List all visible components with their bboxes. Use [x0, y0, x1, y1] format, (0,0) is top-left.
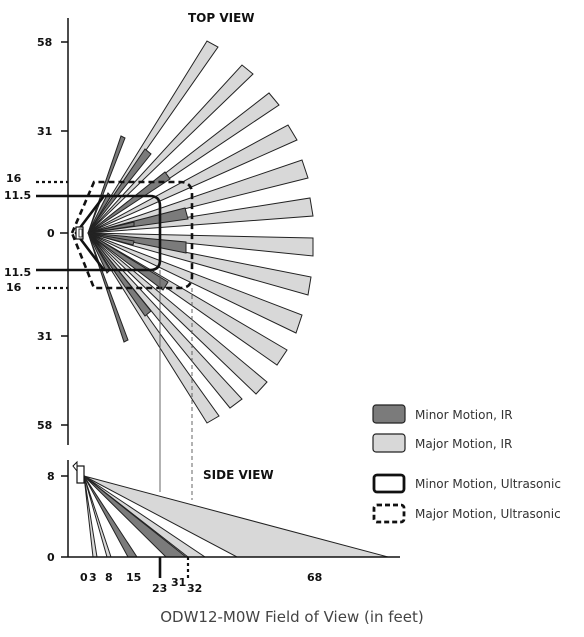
caption: ODW12-M0W Field of View (in feet) — [160, 608, 424, 626]
top-view: TOP VIEW — [4, 11, 314, 445]
side-x-tick-label: 68 — [307, 571, 322, 584]
y-tick-label: 11.5 — [4, 189, 31, 202]
side-x-tick-label: 3 — [89, 571, 97, 584]
side-x-tick-label: 8 — [105, 571, 113, 584]
major-ir-beam — [87, 64, 254, 234]
legend: Minor Motion, IR Major Motion, IR Minor … — [372, 404, 561, 524]
minor-ir-beam — [87, 135, 126, 234]
y-tick-label: 16 — [6, 281, 22, 294]
sensor-lens-icon — [78, 228, 83, 238]
minor-ir-beam — [87, 171, 171, 234]
y-tick-label: 0 — [47, 227, 55, 240]
side-y-tick-label: 0 — [47, 551, 55, 564]
top-view-title: TOP VIEW — [188, 11, 255, 25]
side-x-tick-label: 32 — [187, 582, 202, 595]
minor-ir-beam — [87, 192, 112, 234]
minor-ir-beam — [87, 148, 152, 234]
major-ultrasonic-outline — [70, 180, 194, 290]
legend-swatch-major-ir — [372, 433, 406, 453]
side-y-tick-label: 8 — [47, 470, 55, 483]
major-ir-beams — [87, 40, 314, 424]
major-ir-beam — [87, 124, 298, 234]
legend-label: Minor Motion, IR — [415, 408, 513, 422]
side-sensor-bracket-icon — [72, 460, 78, 473]
y-tick-label: 31 — [37, 330, 52, 343]
side-x-tick-label: 0 — [80, 571, 88, 584]
legend-label: Major Motion, IR — [415, 437, 512, 451]
minor-ultrasonic-outline — [74, 194, 162, 272]
y-tick-label: 58 — [37, 419, 52, 432]
major-ir-beam — [87, 232, 243, 409]
major-ir-beam — [87, 232, 312, 296]
side-view-title: SIDE VIEW — [203, 468, 274, 482]
y-tick-label: 11.5 — [4, 266, 31, 279]
y-tick-label: 16 — [6, 172, 22, 185]
major-ir-beam — [87, 232, 268, 395]
side-x-tick-label: 23 — [152, 582, 167, 595]
minor-ir-beam — [87, 232, 169, 291]
side-sensor-icon — [76, 465, 85, 484]
minor-ir-beam — [87, 232, 111, 274]
y-tick-label: 58 — [37, 36, 52, 49]
legend-swatch-minor-ultrasonic — [372, 473, 406, 494]
legend-label: Major Motion, Ultrasonic — [415, 507, 561, 521]
y-tick-label: 31 — [37, 125, 52, 138]
side-x-tick-label: 31 — [171, 576, 186, 589]
minor-ir-beam — [87, 221, 135, 234]
side-view: SIDE VIEW 8 0 0 3 8 15 23 31 32 68 — [47, 460, 400, 595]
major-ir-beam — [87, 159, 309, 234]
legend-swatch-minor-ir — [372, 404, 406, 424]
legend-label: Minor Motion, Ultrasonic — [415, 477, 561, 491]
legend-swatch-major-ultrasonic — [372, 503, 406, 524]
minor-ir-beam — [87, 232, 152, 317]
minor-ir-beam — [87, 232, 135, 246]
side-x-tick-label: 15 — [126, 571, 141, 584]
major-ir-beam — [87, 232, 303, 334]
